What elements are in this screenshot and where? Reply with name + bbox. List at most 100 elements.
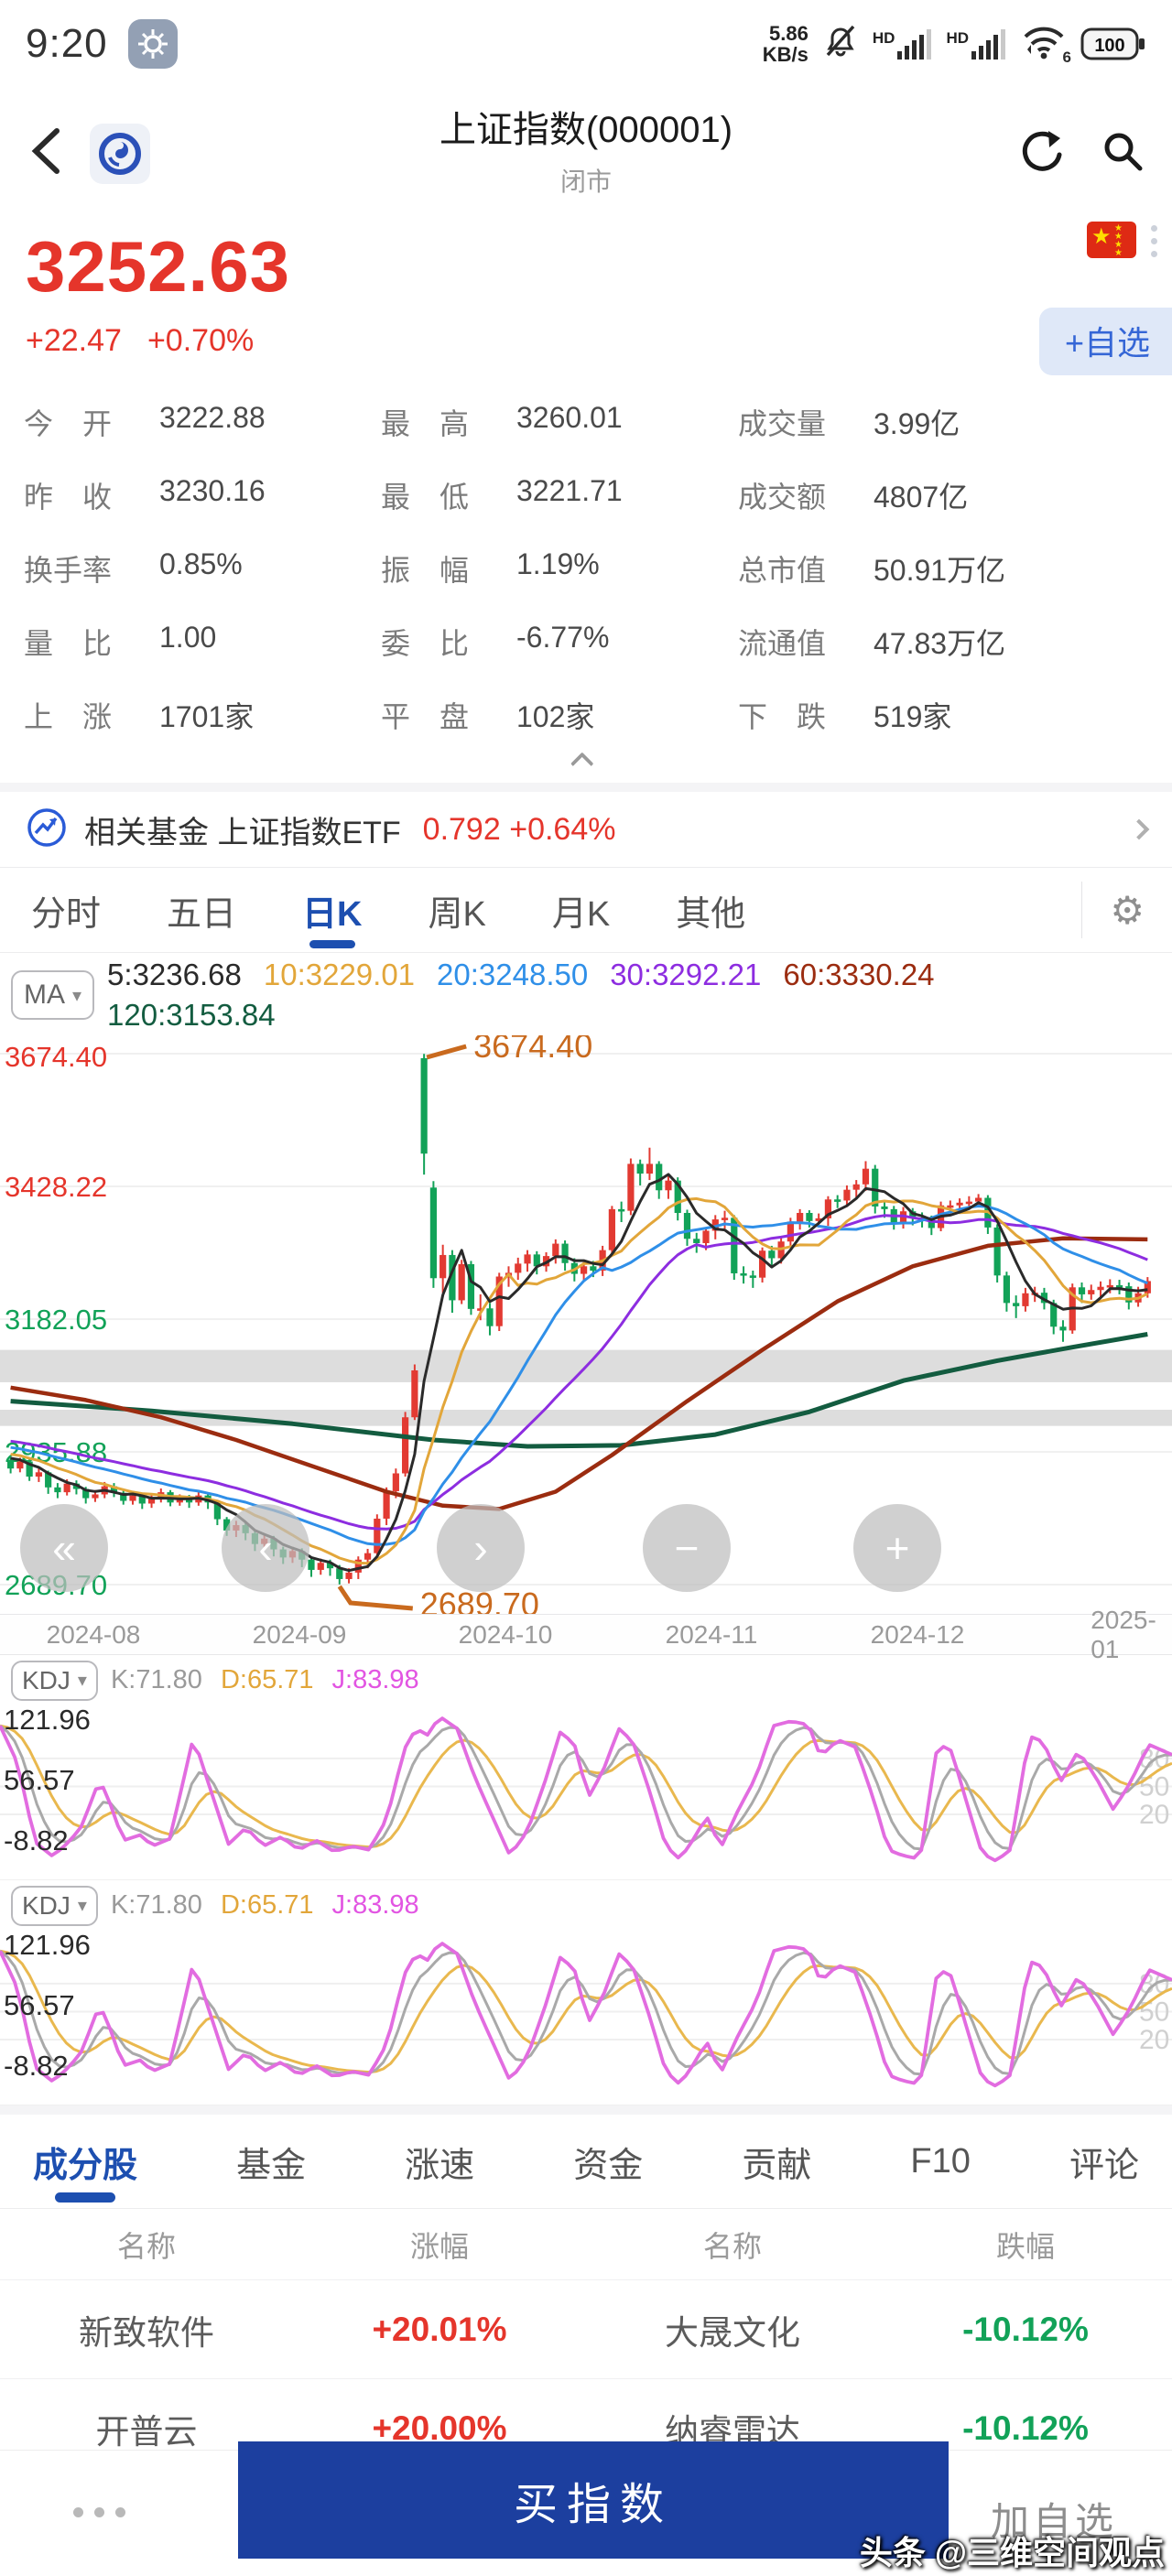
refresh-icon[interactable] [1018,129,1062,178]
chevron-up-icon [570,752,594,775]
stat-label: 成交额 [738,481,827,514]
broker-logo[interactable] [90,123,150,184]
chevron-right-icon [1128,818,1150,840]
ma-legend-item: 60:3330.24 [783,958,935,991]
zoom-out-button[interactable]: − [643,1504,731,1592]
clock: 9:20 [26,20,108,66]
stat-cell: 上 涨 1701家 [24,694,381,736]
stat-label: 振 幅 [381,554,470,587]
ma-legend-item: 120:3153.84 [107,998,276,1032]
tab-基金[interactable]: 基金 [236,2146,307,2185]
stat-value: 3230.16 [159,474,266,507]
tab-分时[interactable]: 分时 [31,894,102,934]
pan-far-left-button[interactable]: « [20,1504,108,1592]
caret-down-icon: ▾ [77,1671,87,1691]
svg-text:3428.22: 3428.22 [5,1171,107,1203]
stat-label: 流通值 [738,627,827,660]
tab-涨速[interactable]: 涨速 [405,2146,475,2185]
svg-text:-8.82: -8.82 [4,2050,69,2082]
stat-cell: 委 比 -6.77% [381,621,738,663]
fund-name: 相关基金 上证指数ETF [84,815,401,850]
x-axis-label: 2024-11 [665,1619,758,1649]
column-header[interactable]: 涨幅 [409,2229,469,2263]
kdj-selector[interactable]: KDJ ▾ [11,1885,98,1926]
stat-value: 1.00 [159,621,217,654]
collapse-caret[interactable] [0,752,1172,783]
bottom-action-bar: 买指数 加自选 [0,2441,1172,2576]
signal-2-icon: HD [946,27,1007,60]
kebab-menu-icon[interactable] [1151,222,1157,257]
section-divider [0,2105,1172,2115]
zoom-in-button[interactable]: + [853,1504,941,1592]
tab-贡献[interactable]: 贡献 [742,2146,812,2185]
search-icon[interactable] [1101,129,1145,178]
kdj-k-value: K:71.80 [110,1890,202,1920]
chart-settings-gear-icon[interactable]: ⚙ [1081,882,1172,938]
stat-cell: 最 高 3260.01 [381,401,738,443]
tab-其他[interactable]: 其他 [676,894,746,934]
stat-cell: 换手率 0.85% [24,547,381,590]
column-header[interactable]: 跌幅 [995,2229,1055,2263]
svg-text:121.96: 121.96 [4,1931,91,1961]
svg-text:50: 50 [1139,1771,1169,1802]
network-speed: 5.86 KB/s [762,21,808,66]
svg-text:20: 20 [1139,2025,1169,2055]
cn-flag-icon: ★ ★ ★ ★ ★ [1087,222,1136,258]
related-fund-row[interactable]: 相关基金 上证指数ETF 0.792 +0.64% [0,792,1172,867]
quote-section: 3252.63 +22.47 +0.70% ★ ★ ★ ★ ★ +自选 [0,220,1172,380]
table-row[interactable]: 新致软件 +20.01% 大晟文化 -10.12% [0,2280,1172,2379]
column-header[interactable]: 名称 [116,2229,176,2263]
stat-value: 47.83万亿 [874,627,1006,660]
index-change: +22.47 +0.70% [26,323,255,358]
tab-日K[interactable]: 日K [302,868,362,952]
index-price: 3252.63 [26,226,290,307]
kdj-panel-1[interactable]: KDJ ▾ K:71.80 D:65.71 J:83.98 80 50 20 121.9… [0,1655,1172,1880]
tab-五日[interactable]: 五日 [167,894,237,934]
back-icon[interactable] [27,124,64,182]
x-axis-label: 2024-12 [870,1619,965,1649]
kdj-j-value: J:83.98 [331,1665,419,1694]
tab-评论[interactable]: 评论 [1069,2146,1139,2185]
stat-cell: 流通值 47.83万亿 [738,621,1172,663]
stat-label: 委 比 [381,627,470,660]
stat-label: 昨 收 [24,481,113,514]
column-header[interactable]: 名称 [702,2229,762,2263]
stat-label: 今 开 [24,407,113,440]
tab-资金[interactable]: 资金 [573,2146,644,2185]
stat-cell: 今 开 3222.88 [24,401,381,443]
ma-selector[interactable]: MA ▾ [11,970,95,1020]
stat-value: 1.19% [516,547,600,580]
svg-text:3674.40: 3674.40 [5,1041,107,1073]
kdj-selector[interactable]: KDJ ▾ [11,1660,98,1701]
more-options-icon[interactable] [73,2507,125,2517]
kdj-panel-2[interactable]: KDJ ▾ K:71.80 D:65.71 J:83.98 80 50 20 121.9… [0,1880,1172,2105]
divider-line [0,867,1172,868]
tab-F10[interactable]: F10 [910,2141,971,2181]
stat-cell: 下 跌 519家 [738,694,1172,736]
pan-right-button[interactable]: › [437,1504,525,1592]
stat-cell: 最 低 3221.71 [381,474,738,516]
stats-grid: 今 开 3222.88 最 高 3260.01 成交量 3.99亿昨 收 3230.16 最 … [0,380,1172,752]
tab-周K[interactable]: 周K [428,894,486,934]
stat-label: 平 盘 [381,700,470,733]
tab-成分股[interactable]: 成分股 [33,2115,137,2208]
stats-row: 上 涨 1701家 平 盘 102家 下 跌 519家 [24,678,1172,752]
stat-cell: 平 盘 102家 [381,694,738,736]
section-divider [0,783,1172,792]
svg-text:50: 50 [1139,1997,1169,2027]
stat-label: 成交量 [738,407,827,440]
constituents-table: 名称 涨幅 名称 跌幅 新致软件 +20.01% 大晟文化 -10.12% 开普云 +20.00%… [0,2209,1172,2478]
stat-cell: 成交额 4807亿 [738,474,1172,516]
buy-index-button[interactable]: 买指数 [238,2441,949,2559]
stock-name-cell: 新致软件 [79,2313,214,2352]
stat-cell: 昨 收 3230.16 [24,474,381,516]
mute-bell-icon [821,22,860,65]
candlestick-chart[interactable]: 3674.403428.223182.052935.882689.703674.… [0,1027,1172,1623]
change-cell: -10.12% [962,2310,1089,2348]
stats-row: 昨 收 3230.16 最 低 3221.71 成交额 4807亿 [24,459,1172,532]
tab-月K[interactable]: 月K [551,894,611,934]
pan-left-button[interactable]: ‹ [222,1504,309,1592]
add-watchlist-button[interactable]: 加自选 [990,2500,1117,2543]
change-cell: +20.01% [372,2310,507,2348]
add-watchlist-chip[interactable]: +自选 [1038,308,1172,375]
